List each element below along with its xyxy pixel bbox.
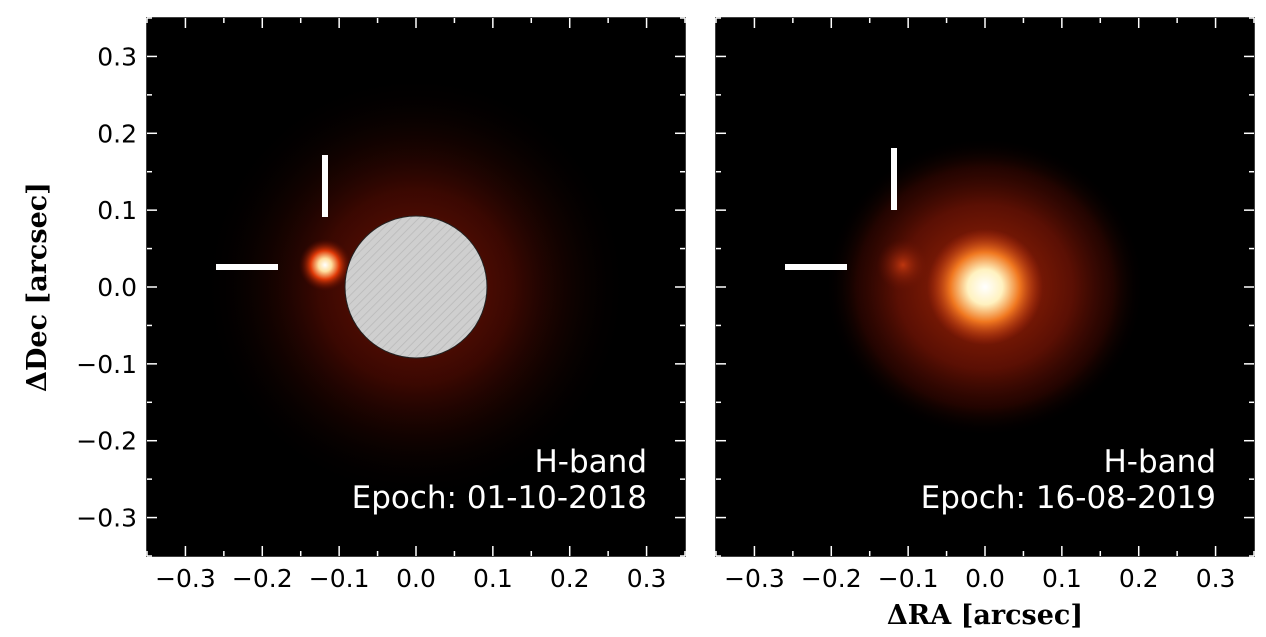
band-label-right: H-band [1104, 444, 1217, 480]
companion-glow-right [877, 239, 929, 291]
marker-horizontal-right [785, 264, 847, 270]
y-tick-labels: 0.3 0.2 0.1 0.0 −0.1 −0.2 −0.3 [76, 42, 137, 532]
y-tick-label: 0.3 [97, 42, 137, 71]
epoch-label-right: Epoch: 16-08-2019 [921, 480, 1216, 516]
band-label-left: H-band [535, 444, 648, 480]
x-tick-label: −0.1 [309, 564, 370, 593]
x-tick-labels-right: −0.3 −0.2 −0.1 0.0 0.1 0.2 0.3 [724, 564, 1235, 593]
panel-right: H-band Epoch: 16-08-2019 [715, 17, 1255, 557]
x-tick-label: 0.3 [1196, 564, 1236, 593]
x-tick-label: −0.3 [155, 564, 216, 593]
coronagraph-mask [344, 215, 488, 359]
x-tick-label: 0.3 [627, 564, 667, 593]
y-tick-label: 0.0 [97, 273, 137, 302]
x-tick-label: 0.1 [473, 564, 513, 593]
y-tick-label: −0.3 [76, 504, 137, 533]
marker-vertical-right [891, 148, 897, 210]
panel-left: H-band Epoch: 01-10-2018 [146, 17, 686, 557]
companion-source [299, 239, 351, 291]
x-tick-label: −0.2 [801, 564, 862, 593]
x-tick-labels-left: −0.3 −0.2 −0.1 0.0 0.1 0.2 0.3 [155, 564, 666, 593]
marker-horizontal [216, 264, 278, 270]
x-tick-label: 0.2 [550, 564, 590, 593]
x-tick-label: −0.3 [724, 564, 785, 593]
tick-marks-left [146, 17, 686, 557]
x-tick-label: 0.2 [1119, 564, 1159, 593]
x-tick-label: −0.1 [878, 564, 939, 593]
y-tick-label: 0.1 [97, 196, 137, 225]
y-tick-label: −0.2 [76, 427, 137, 456]
y-tick-label: −0.1 [76, 350, 137, 379]
stellar-core [927, 229, 1043, 345]
y-axis-title: ΔDec [arcsec] [22, 182, 53, 392]
tick-marks-right [715, 17, 1255, 557]
x-axis-title: ΔRA [arcsec] [887, 600, 1083, 631]
x-tick-label: 0.1 [1042, 564, 1082, 593]
marker-vertical [322, 155, 328, 217]
x-tick-label: −0.2 [232, 564, 293, 593]
epoch-label-left: Epoch: 01-10-2018 [352, 480, 647, 516]
x-tick-label: 0.0 [396, 564, 436, 593]
y-tick-label: 0.2 [97, 119, 137, 148]
x-tick-label: 0.0 [965, 564, 1005, 593]
